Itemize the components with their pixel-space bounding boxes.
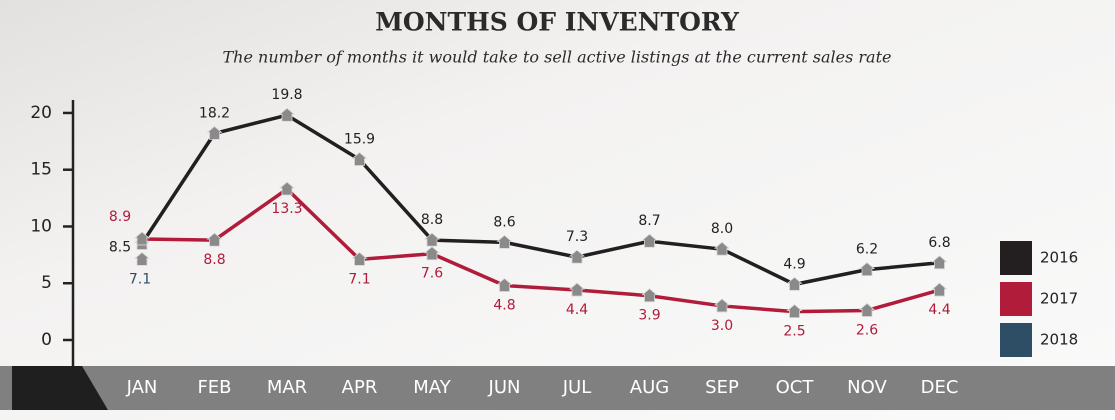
band-accent [12,366,108,410]
house-marker [858,302,876,317]
chart-subtitle: The number of months it would take to se… [222,48,891,67]
value-label: 4.4 [928,302,950,318]
series-line [140,113,940,287]
legend-label: 2016 [1040,249,1078,267]
value-label: 19.8 [271,87,302,103]
x-tick-label: JAN [126,377,158,398]
category-band [0,366,1115,410]
legend-swatch [1000,241,1032,275]
value-label: 2.5 [783,324,805,340]
series-line [141,187,940,314]
house-marker [568,282,586,297]
value-label: 8.8 [203,252,225,268]
x-tick-label: FEB [197,377,231,398]
legend-label: 2017 [1040,290,1078,308]
x-tick-label: NOV [847,377,887,398]
value-label: 4.8 [493,298,515,314]
value-label: 7.1 [348,271,370,287]
house-marker [713,298,731,313]
x-tick-label: SEP [705,377,739,398]
house-marker [496,234,513,249]
house-marker [423,232,441,247]
value-label: 8.7 [638,213,660,229]
house-marker [133,231,151,246]
house-marker [133,251,151,266]
house-marker [206,125,223,140]
value-label: 8.5 [109,240,131,256]
value-label: 13.3 [271,201,302,217]
house-marker [786,276,803,291]
x-tick-label: MAR [267,377,307,398]
value-label: 4.4 [566,302,588,318]
y-tick-label: 15 [30,160,52,180]
y-tick-label: 10 [30,216,52,236]
chart-title: MONTHS OF INVENTORY [375,8,740,37]
house-marker [931,282,948,297]
x-tick-label: DEC [921,377,959,398]
x-tick-label: AUG [630,377,669,398]
y-tick-label: 20 [30,103,52,123]
value-label: 18.2 [199,105,230,121]
house-marker [713,241,731,256]
y-tick-label: 0 [41,330,52,350]
legend-swatch [1000,282,1032,316]
value-label: 7.6 [421,266,443,282]
house-marker [568,249,586,264]
house-marker [206,232,223,247]
value-label: 8.0 [711,221,733,237]
value-label: 3.9 [638,308,660,324]
house-marker [351,251,368,266]
house-marker [351,151,368,166]
x-tick-label: JUN [488,377,521,398]
house-marker [278,181,296,196]
house-marker [858,262,876,277]
x-tick-label: OCT [776,377,815,398]
value-label: 3.0 [711,318,733,334]
y-tick-label: 5 [41,273,52,293]
x-tick-label: JUL [562,377,592,398]
value-label: 7.3 [566,229,588,245]
value-label: 7.1 [129,271,151,287]
house-marker [423,246,441,261]
house-marker [278,107,296,122]
house-marker [641,233,658,248]
value-label: 8.6 [493,214,515,230]
value-label: 8.9 [109,209,131,225]
legend-label: 2018 [1040,331,1078,349]
value-label: 2.6 [856,322,878,338]
value-label: 4.9 [783,256,805,272]
x-tick-label: APR [342,377,378,398]
x-tick-label: MAY [413,377,451,398]
value-label: 8.8 [421,212,443,228]
value-label: 6.2 [856,242,878,258]
house-marker [496,277,513,292]
house-marker [931,255,948,270]
value-label: 15.9 [344,131,375,147]
value-label: 6.8 [928,235,950,251]
legend-swatch [1000,323,1032,357]
house-marker [786,304,803,319]
house-marker [641,288,658,303]
